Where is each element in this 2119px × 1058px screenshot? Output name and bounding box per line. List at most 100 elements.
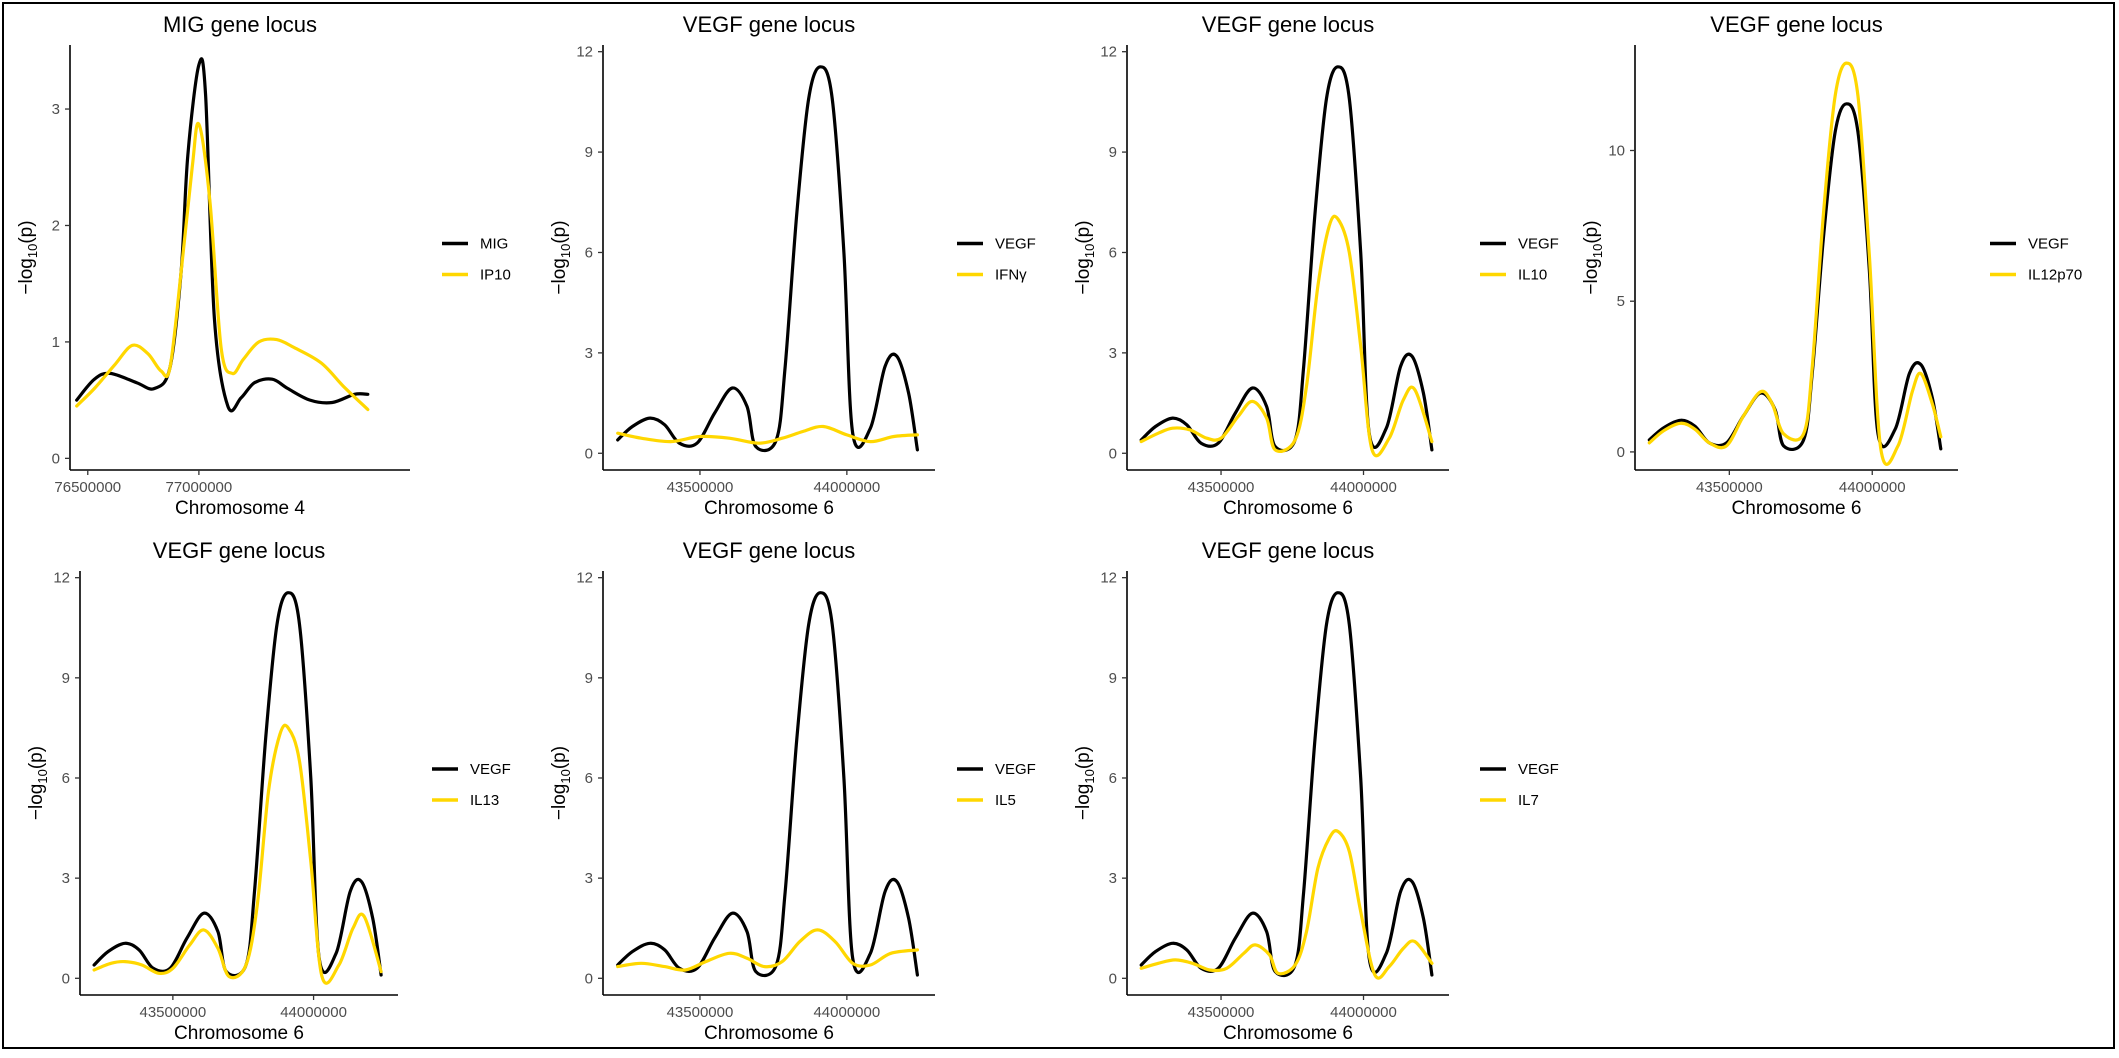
- x-tick-label: 44000000: [1839, 479, 1906, 496]
- y-axis-label-prefix: −log: [1073, 258, 1094, 294]
- x-axis-label: Chromosome 6: [704, 1023, 834, 1044]
- y-tick-label: 6: [1109, 770, 1117, 787]
- y-axis-label-prefix: −log: [549, 784, 570, 820]
- y-tick-label: 0: [585, 970, 593, 987]
- y-tick-label: 6: [585, 770, 593, 787]
- panel-title: VEGF gene locus: [683, 12, 855, 37]
- y-axis-label: −log10(p): [549, 220, 573, 294]
- y-tick-label: 3: [585, 345, 593, 362]
- y-axis-label-subscript: 10: [1082, 244, 1097, 258]
- legend-label: VEGF: [1518, 236, 1559, 253]
- y-tick-label: 0: [62, 970, 70, 987]
- y-tick-label: 0: [52, 450, 60, 467]
- panel-7: VEGF gene locus 0 3 6 9 12 43500000 44000000 Chr…: [1073, 538, 1559, 1044]
- y-tick-label: 9: [1109, 144, 1117, 161]
- y-tick-label: 3: [1109, 870, 1117, 887]
- y-axis-label-subscript: 10: [1082, 769, 1097, 783]
- y-axis-label-prefix: −log: [16, 258, 37, 294]
- x-axis-label: Chromosome 6: [1223, 498, 1353, 519]
- y-axis-label-suffix: (p): [1073, 220, 1094, 243]
- x-axis-label: Chromosome 6: [704, 498, 834, 519]
- x-tick-label: 44000000: [1330, 1004, 1397, 1021]
- series-line-vegf: [1139, 65, 1434, 453]
- series-line-ifnγ: [616, 424, 919, 445]
- panel-6: VEGF gene locus 0 3 6 9 12 43500000 44000000 Chr…: [549, 538, 1036, 1044]
- y-axis-label-suffix: (p): [16, 220, 37, 243]
- y-tick-label: 9: [585, 670, 593, 687]
- legend-label: IL12p70: [2028, 267, 2082, 284]
- panel-title: VEGF gene locus: [153, 538, 325, 563]
- series-line-il5: [616, 928, 919, 972]
- y-tick-label: 0: [1109, 445, 1117, 462]
- y-tick-label: 3: [52, 101, 60, 118]
- y-tick-label: 5: [1617, 293, 1625, 310]
- x-tick-label: 43500000: [1188, 1004, 1255, 1021]
- panel-5: VEGF gene locus 0 3 6 9 12 43500000 44000000 Chr…: [26, 538, 511, 1044]
- panel-title: VEGF gene locus: [1202, 12, 1374, 37]
- series-line-il13: [92, 723, 383, 985]
- x-tick-label: 43500000: [139, 1004, 206, 1021]
- x-tick-label: 43500000: [1696, 479, 1763, 496]
- y-axis-label: −log10(p): [16, 220, 40, 294]
- y-tick-label: 0: [585, 445, 593, 462]
- x-axis-label: Chromosome 6: [174, 1023, 304, 1044]
- x-tick-label: 43500000: [667, 479, 734, 496]
- x-tick-label: 44000000: [813, 479, 880, 496]
- x-tick-label: 44000000: [813, 1004, 880, 1021]
- y-tick-label: 3: [62, 870, 70, 887]
- y-tick-label: 3: [1109, 345, 1117, 362]
- y-axis-label: −log10(p): [549, 746, 573, 820]
- y-tick-label: 6: [62, 770, 70, 787]
- y-axis-label-subscript: 10: [25, 244, 40, 258]
- y-tick-label: 9: [62, 670, 70, 687]
- y-axis-label-subscript: 10: [558, 769, 573, 783]
- x-tick-label: 44000000: [280, 1004, 347, 1021]
- y-axis-label: −log10(p): [1073, 220, 1097, 294]
- y-axis-label-suffix: (p): [1073, 746, 1094, 769]
- x-tick-label: 44000000: [1330, 479, 1397, 496]
- y-tick-label: 0: [1617, 444, 1625, 461]
- y-tick-label: 1: [52, 334, 60, 351]
- series-line-vegf: [92, 591, 383, 978]
- panel-title: MIG gene locus: [163, 12, 317, 37]
- legend-label: IL13: [470, 792, 499, 809]
- panel-3: VEGF gene locus 0 3 6 9 12 43500000 44000000 Chr…: [1073, 12, 1559, 519]
- panel-2: VEGF gene locus 0 3 6 9 12 43500000 44000000 Chr…: [549, 12, 1036, 519]
- series-line-il12p70: [1647, 61, 1943, 466]
- series-line-vegf: [616, 591, 919, 978]
- legend-label: IL5: [995, 792, 1016, 809]
- legend-label: MIG: [480, 236, 508, 253]
- y-tick-label: 6: [585, 244, 593, 261]
- series-line-ip10: [75, 121, 370, 412]
- panel-title: VEGF gene locus: [683, 538, 855, 563]
- legend-label: IFNγ: [995, 267, 1027, 284]
- x-tick-label: 76500000: [54, 479, 121, 496]
- y-axis-label: −log10(p): [26, 746, 50, 820]
- x-axis-label: Chromosome 6: [1223, 1023, 1353, 1044]
- y-tick-label: 9: [1109, 670, 1117, 687]
- y-tick-label: 12: [576, 44, 593, 61]
- series-line-il7: [1139, 829, 1434, 980]
- y-axis-label-prefix: −log: [1581, 258, 1602, 294]
- x-tick-label: 43500000: [667, 1004, 734, 1021]
- y-tick-label: 10: [1608, 142, 1625, 159]
- y-tick-label: 12: [1100, 570, 1117, 587]
- y-tick-label: 12: [53, 570, 70, 587]
- y-tick-label: 9: [585, 144, 593, 161]
- y-tick-label: 6: [1109, 244, 1117, 261]
- y-tick-label: 12: [1100, 44, 1117, 61]
- panel-title: VEGF gene locus: [1710, 12, 1882, 37]
- legend-label: VEGF: [995, 236, 1036, 253]
- series-line-mig: [75, 57, 370, 413]
- y-tick-label: 0: [1109, 970, 1117, 987]
- series-line-il10: [1139, 214, 1434, 458]
- x-tick-label: 77000000: [166, 479, 233, 496]
- legend-label: IL7: [1518, 792, 1539, 809]
- y-tick-label: 2: [52, 217, 60, 234]
- y-axis-label-subscript: 10: [1590, 244, 1605, 258]
- legend-label: VEGF: [995, 761, 1036, 778]
- legend-label: IL10: [1518, 267, 1547, 284]
- y-axis-label-suffix: (p): [26, 746, 47, 769]
